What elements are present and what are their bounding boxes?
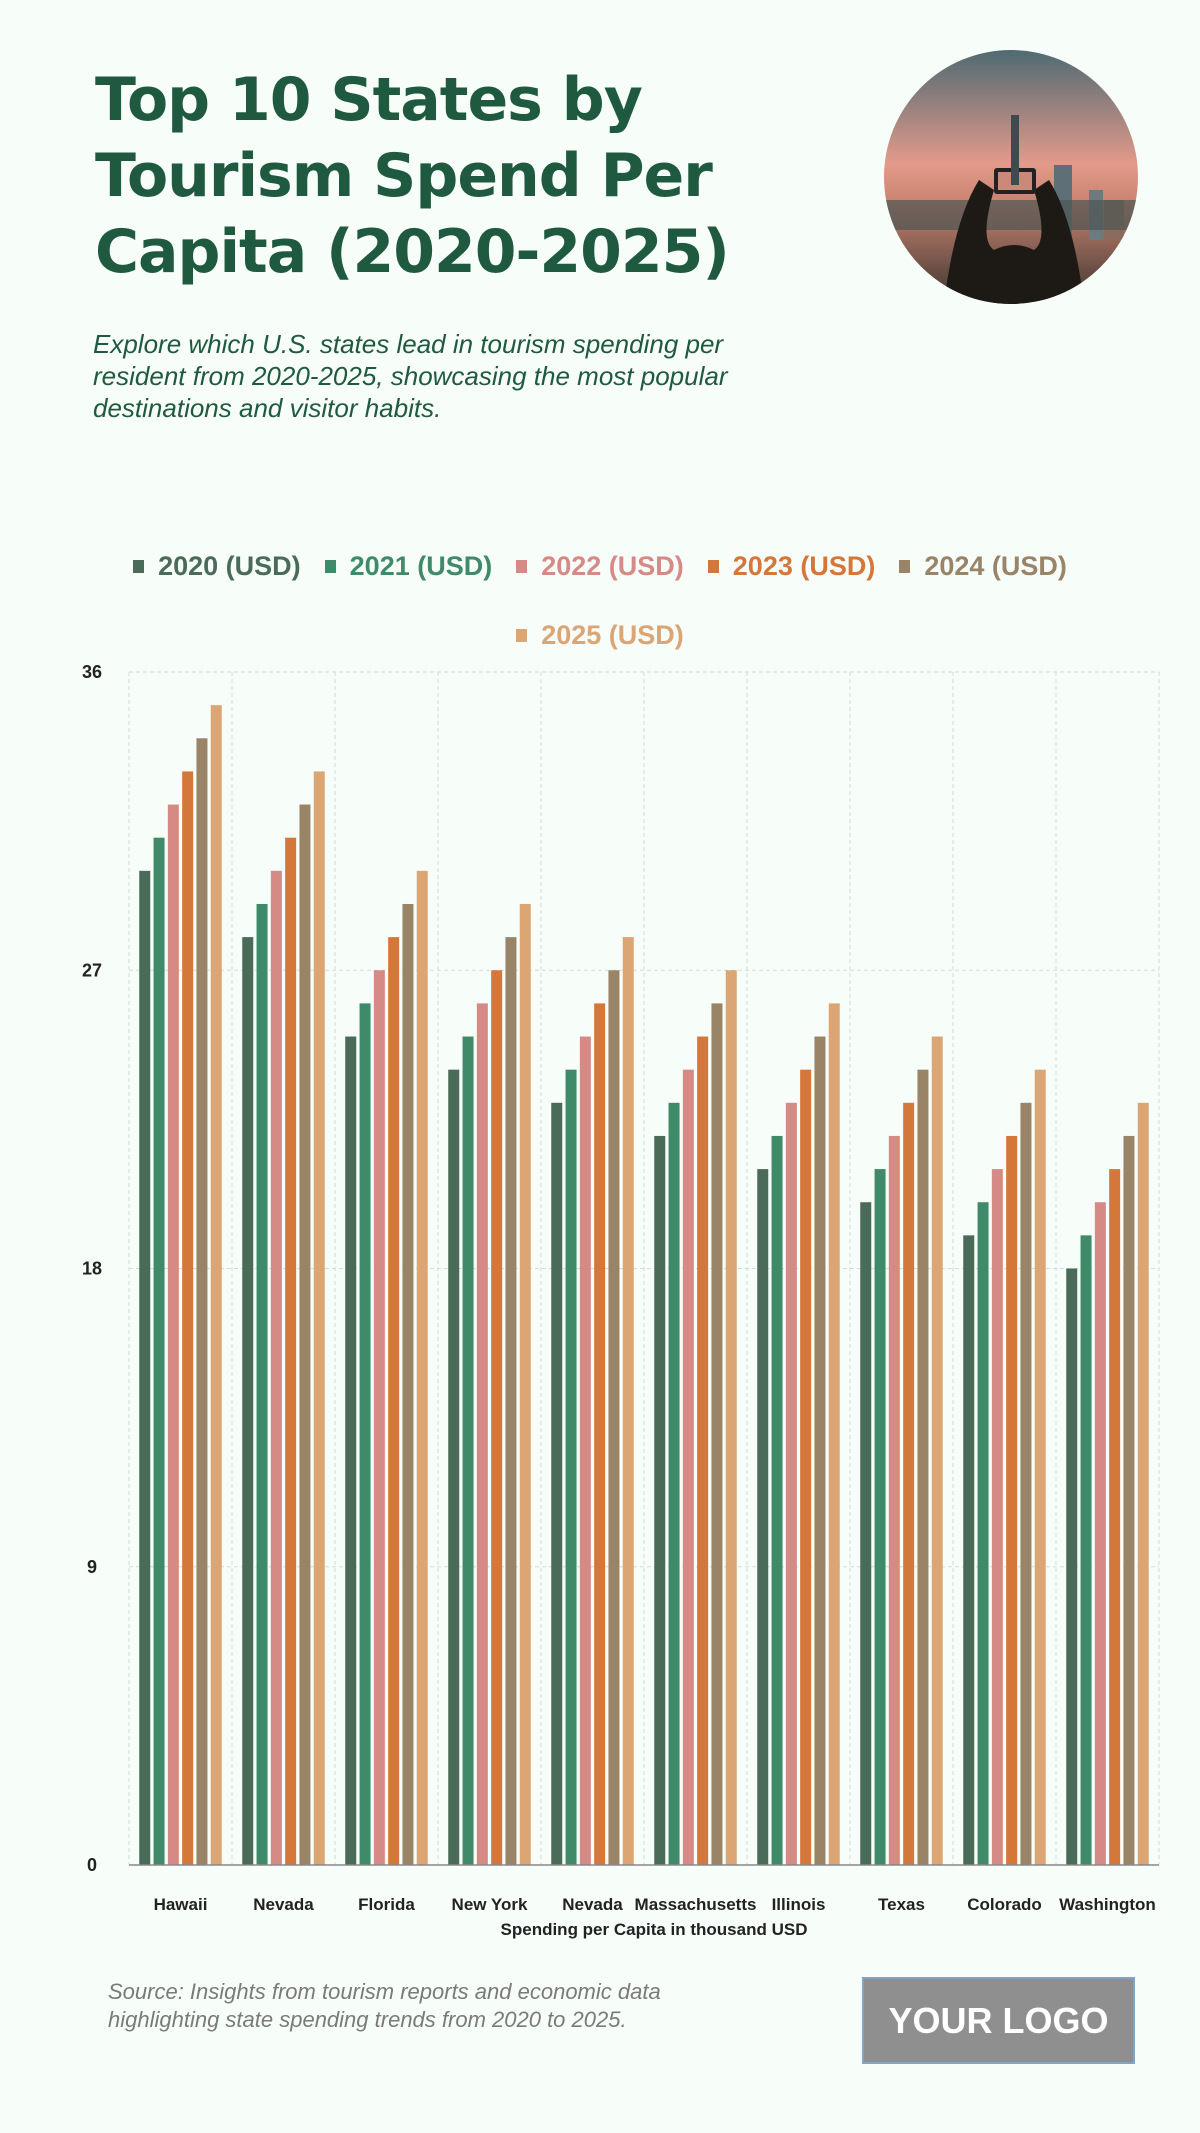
bar-nevada-2021	[256, 903, 268, 1865]
bar-illinois-2023	[800, 1069, 812, 1865]
logo-placeholder: YOUR LOGO	[862, 1977, 1135, 2064]
bar-florida-2023	[388, 937, 400, 1865]
bar-hawaii-2021	[153, 837, 165, 1865]
legend-item-2023[interactable]: 2023 (USD)	[707, 551, 875, 582]
x-tick-label: Hawaii	[154, 1895, 208, 1914]
bar-massachusetts-2020	[654, 1135, 666, 1865]
bar-illinois-2021	[771, 1135, 783, 1865]
bar-texas-2020	[860, 1202, 872, 1865]
bar-new-york-2021	[462, 1036, 474, 1865]
bar-colorado-2021	[977, 1202, 989, 1865]
bar-washington-2022	[1094, 1202, 1106, 1865]
bar-illinois-2020	[757, 1169, 769, 1865]
bar-colorado-2023	[1006, 1135, 1018, 1865]
bar-nevada-2020	[242, 937, 254, 1865]
bar-massachusetts-2024	[711, 1003, 723, 1865]
x-tick-label: Washington	[1059, 1895, 1156, 1914]
bar-nevada-2023	[285, 837, 297, 1865]
bar-new-york-2024	[505, 937, 517, 1865]
bar-hawaii-2025	[210, 705, 222, 1865]
legend-item-2022[interactable]: 2022 (USD)	[516, 551, 684, 582]
legend-item-2025[interactable]: 2025 (USD)	[516, 620, 684, 651]
y-tick-label: 36	[82, 662, 102, 682]
bar-massachusetts-2021	[668, 1102, 680, 1865]
bar-washington-2021	[1080, 1235, 1092, 1865]
bar-nevada-2025	[313, 771, 325, 1865]
x-tick-label: Massachusetts	[635, 1895, 757, 1914]
bar-florida-2024	[402, 903, 414, 1865]
bar-new-york-2023	[491, 970, 503, 1865]
bar-texas-2025	[931, 1036, 943, 1865]
bar-washington-2024	[1123, 1135, 1135, 1865]
page-title: Top 10 States by Tourism Spend Per Capit…	[95, 65, 730, 287]
source-note: Source: Insights from tourism reports an…	[108, 1979, 661, 2032]
bar-new-york-2022	[476, 1003, 488, 1865]
bar-texas-2023	[903, 1102, 915, 1865]
bar-texas-2024	[917, 1069, 929, 1865]
legend-swatch	[516, 560, 528, 573]
y-tick-label: 0	[87, 1855, 97, 1875]
bar-illinois-2025	[828, 1003, 840, 1865]
bar-nevada-2020	[551, 1102, 563, 1865]
y-tick-label: 9	[87, 1557, 97, 1577]
bar-illinois-2022	[785, 1102, 797, 1865]
bar-nevada-2024	[299, 804, 311, 1865]
legend-swatch	[707, 560, 719, 573]
bar-nevada-2024	[608, 970, 620, 1865]
bar-texas-2021	[874, 1169, 886, 1865]
legend-item-2024[interactable]: 2024 (USD)	[899, 551, 1067, 582]
bar-washington-2020	[1066, 1268, 1078, 1865]
bar-florida-2025	[416, 870, 428, 1865]
legend-swatch	[899, 560, 911, 573]
legend-swatch	[324, 560, 336, 573]
bar-massachusetts-2022	[682, 1069, 694, 1865]
chart-legend-row-2: 2025 (USD)	[0, 620, 1200, 651]
bar-nevada-2023	[594, 1003, 606, 1865]
y-tick-label: 27	[82, 960, 102, 980]
bar-florida-2020	[345, 1036, 357, 1865]
bar-washington-2023	[1109, 1169, 1121, 1865]
bar-texas-2022	[888, 1135, 900, 1865]
bar-hawaii-2024	[196, 738, 208, 1865]
bar-washington-2025	[1137, 1102, 1149, 1865]
x-axis-title: Spending per Capita in thousand USD	[501, 1920, 808, 1939]
legend-item-2021[interactable]: 2021 (USD)	[324, 551, 492, 582]
bar-colorado-2025	[1034, 1069, 1046, 1865]
bar-illinois-2024	[814, 1036, 826, 1865]
bar-hawaii-2020	[139, 870, 151, 1865]
legend-item-2020[interactable]: 2020 (USD)	[133, 551, 301, 582]
bar-nevada-2025	[622, 937, 634, 1865]
bar-colorado-2020	[963, 1235, 975, 1865]
legend-swatch	[133, 560, 145, 573]
page-subtitle: Explore which U.S. states lead in touris…	[93, 329, 728, 423]
bar-colorado-2024	[1020, 1102, 1032, 1865]
x-tick-label: Colorado	[967, 1895, 1042, 1914]
bar-massachusetts-2023	[697, 1036, 709, 1865]
bar-hawaii-2022	[167, 804, 179, 1865]
bar-new-york-2020	[448, 1069, 460, 1865]
x-tick-label: Florida	[358, 1895, 415, 1914]
bar-colorado-2022	[991, 1169, 1003, 1865]
y-tick-label: 18	[82, 1259, 102, 1279]
bar-chart: 0 9 18 27 36 Hawaii Nevada Florida New York Nevad…	[82, 662, 1160, 1939]
bar-florida-2022	[373, 970, 385, 1865]
bar-nevada-2022	[579, 1036, 591, 1865]
legend-swatch	[516, 629, 528, 642]
bar-florida-2021	[359, 1003, 371, 1865]
bar-nevada-2022	[270, 870, 282, 1865]
city-photo	[884, 50, 1138, 304]
chart-legend-row-1: 2020 (USD) 2021 (USD) 2022 (USD) 2023 (U…	[0, 551, 1200, 582]
bar-massachusetts-2025	[725, 970, 737, 1865]
x-tick-label: Illinois	[772, 1895, 826, 1914]
bar-hawaii-2023	[182, 771, 194, 1865]
x-tick-label: Nevada	[253, 1895, 314, 1914]
x-tick-label: Texas	[878, 1895, 925, 1914]
bar-new-york-2025	[519, 903, 531, 1865]
bar-nevada-2021	[565, 1069, 577, 1865]
x-tick-label: Nevada	[562, 1895, 623, 1914]
x-tick-label: New York	[452, 1895, 528, 1914]
